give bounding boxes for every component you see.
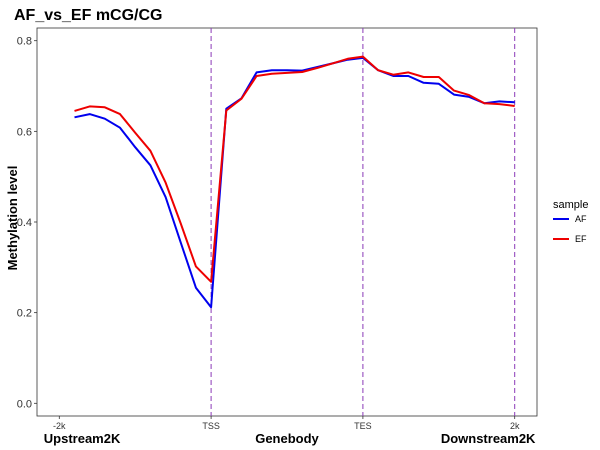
x-tick-label: TSS bbox=[202, 421, 220, 431]
x-tick-label: -2k bbox=[53, 421, 66, 431]
region-label: Downstream2K bbox=[441, 431, 536, 446]
legend-label: AF bbox=[575, 214, 587, 224]
x-axis-ticks: -2k TSS TES 2k bbox=[53, 416, 520, 431]
region-labels: Upstream2K Genebody Downstream2K bbox=[44, 431, 536, 446]
legend-title: sample bbox=[553, 199, 588, 211]
y-tick-label: 0.4 bbox=[17, 217, 32, 229]
y-axis-label: Methylation level bbox=[5, 166, 20, 271]
region-label: Upstream2K bbox=[44, 431, 121, 446]
series-line-ef bbox=[74, 55, 515, 283]
series-lines bbox=[74, 55, 515, 309]
legend: sample AF EF bbox=[553, 199, 588, 244]
region-label: Genebody bbox=[255, 431, 319, 446]
boundary-lines bbox=[210, 28, 516, 416]
plot-panel bbox=[36, 27, 538, 417]
y-axis-ticks: 0.0 0.2 0.4 0.6 0.8 bbox=[17, 36, 37, 410]
chart-title: AF_vs_EF mCG/CG bbox=[14, 7, 162, 24]
series-line-af bbox=[74, 56, 515, 309]
y-tick-label: 0.0 bbox=[17, 398, 32, 410]
y-tick-label: 0.6 bbox=[17, 126, 32, 138]
legend-label: EF bbox=[575, 234, 587, 244]
x-tick-label: TES bbox=[354, 421, 372, 431]
x-tick-label: 2k bbox=[510, 421, 520, 431]
y-tick-label: 0.8 bbox=[17, 36, 32, 48]
y-tick-label: 0.2 bbox=[17, 308, 32, 320]
